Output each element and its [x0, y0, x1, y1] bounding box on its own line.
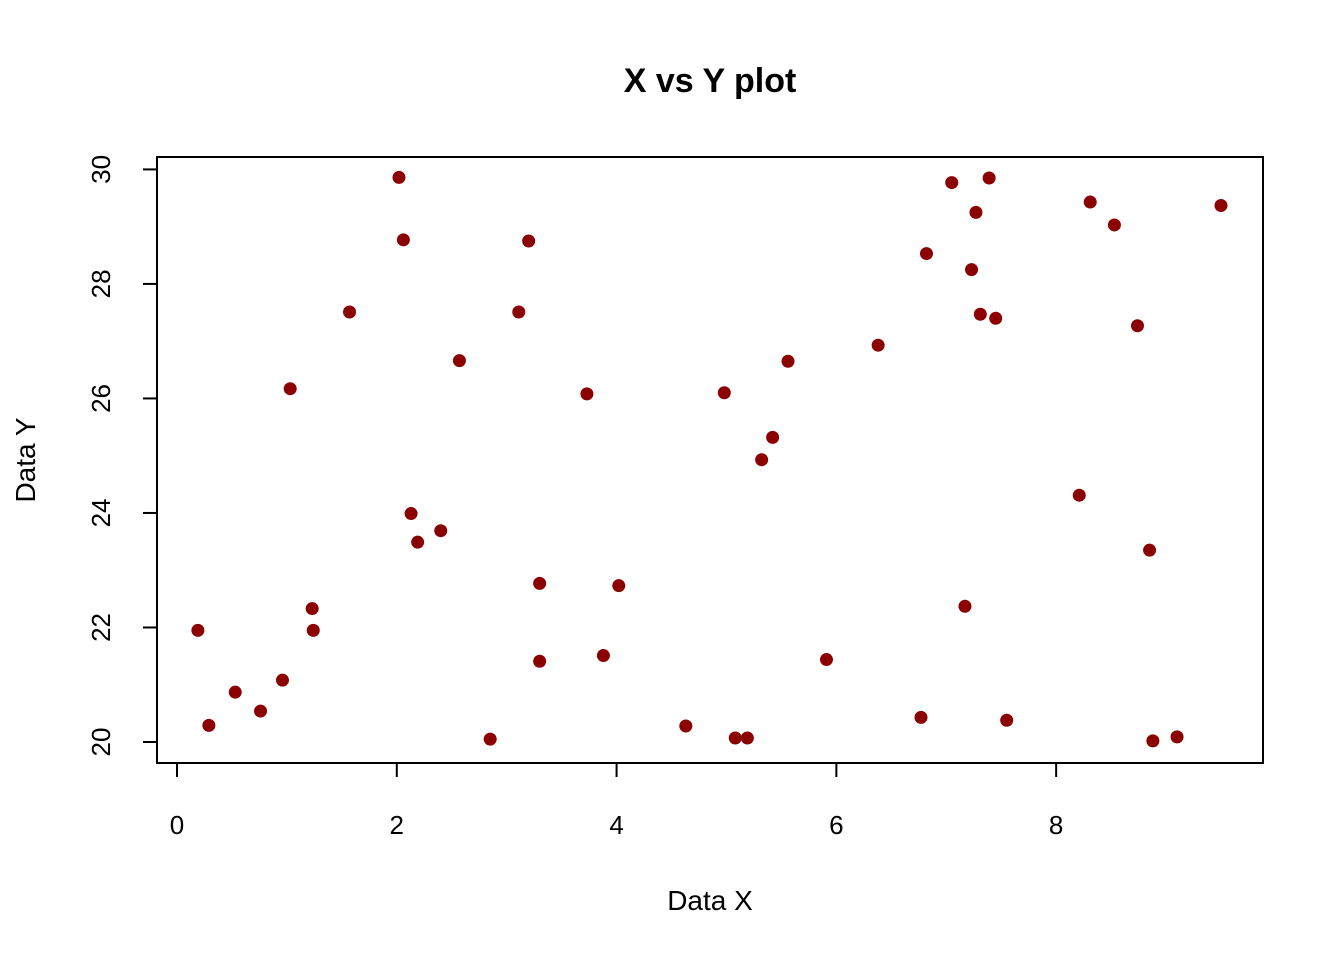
data-point [781, 354, 795, 368]
x-tick-label: 6 [829, 810, 843, 840]
data-point [228, 685, 242, 699]
data-point [452, 354, 466, 368]
data-point [343, 305, 357, 319]
x-tick-label: 2 [390, 810, 404, 840]
data-point [202, 718, 216, 732]
data-point [1170, 730, 1184, 744]
data-point [404, 507, 418, 521]
data-points [191, 170, 1228, 748]
data-point [1072, 488, 1086, 502]
y-tick-label: 30 [86, 155, 116, 184]
data-point [191, 623, 205, 637]
data-point [1130, 319, 1144, 333]
data-point [533, 576, 547, 590]
data-point [522, 234, 536, 248]
plot-frame [156, 156, 1264, 764]
data-point [533, 654, 547, 668]
y-tick-label: 24 [86, 499, 116, 528]
data-point [945, 176, 959, 190]
y-tick-label: 26 [86, 384, 116, 413]
data-point [914, 710, 928, 724]
x-tick-label: 0 [170, 810, 184, 840]
y-tick-label: 22 [86, 613, 116, 642]
data-point [969, 205, 983, 219]
y-axis: 20 22 24 26 28 30 [86, 155, 158, 757]
data-point [596, 649, 610, 663]
data-point [1146, 734, 1160, 748]
data-point [392, 170, 406, 184]
data-point [1143, 543, 1157, 557]
y-axis-label: Data Y [10, 417, 41, 502]
data-point [306, 623, 320, 637]
data-point [1214, 198, 1228, 212]
data-point [766, 430, 780, 444]
data-point [989, 311, 1003, 325]
data-point [254, 704, 268, 718]
y-tick-label: 20 [86, 728, 116, 757]
data-point [1083, 195, 1097, 209]
data-point [755, 453, 769, 467]
data-point [580, 387, 594, 401]
data-point [717, 386, 731, 400]
data-point [973, 307, 987, 321]
data-point [728, 731, 742, 745]
data-point [612, 579, 626, 593]
data-point [871, 338, 885, 352]
data-point [411, 535, 425, 549]
x-tick-label: 8 [1049, 810, 1063, 840]
data-point [919, 247, 933, 261]
data-point [958, 599, 972, 613]
data-point [512, 305, 526, 319]
data-point [1000, 713, 1014, 727]
x-tick-label: 4 [609, 810, 623, 840]
data-point [483, 732, 497, 746]
chart-title: X vs Y plot [624, 62, 797, 100]
data-point [1107, 218, 1121, 232]
data-point [965, 263, 979, 277]
data-point [679, 719, 693, 733]
data-point [740, 731, 754, 745]
x-axis: 0 2 4 6 8 [170, 762, 1063, 840]
data-point [275, 673, 289, 687]
y-tick-label: 28 [86, 269, 116, 298]
x-axis-label: Data X [667, 885, 753, 916]
data-point [819, 653, 833, 667]
data-point [982, 171, 996, 185]
data-point [434, 524, 448, 538]
data-point [305, 602, 319, 616]
data-point [396, 233, 410, 247]
data-point [283, 382, 297, 396]
